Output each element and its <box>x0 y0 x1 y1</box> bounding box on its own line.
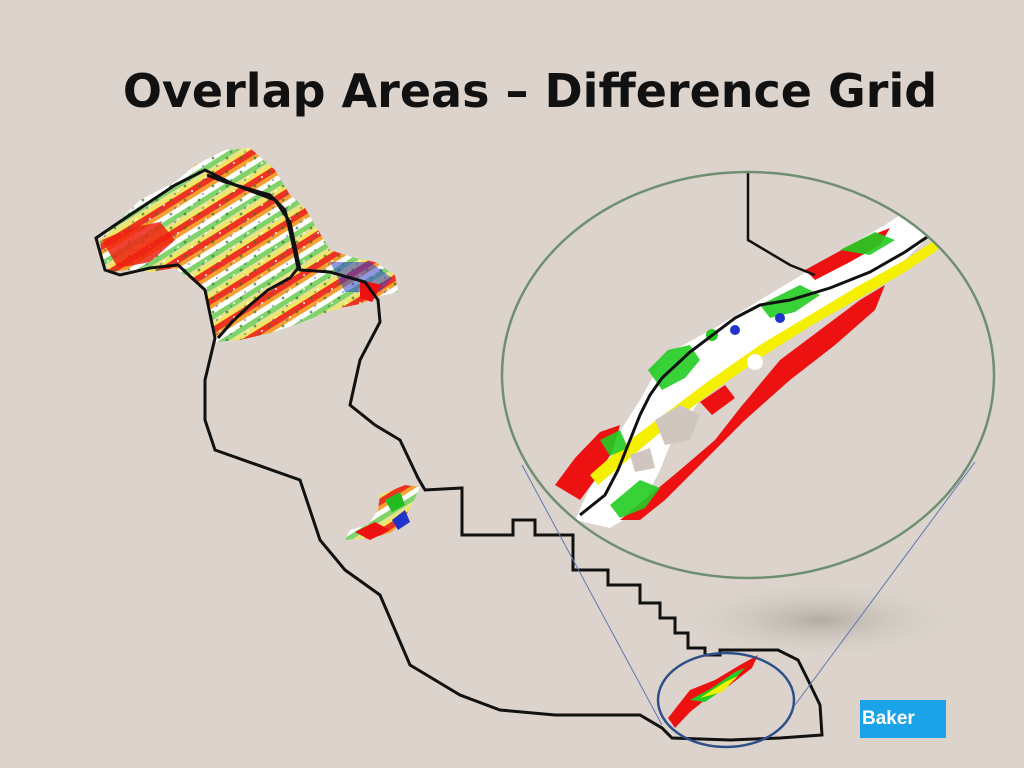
zoom-inset <box>500 170 996 580</box>
slide-title: Overlap Areas – Difference Grid <box>122 64 938 118</box>
survey-boundary <box>94 168 824 742</box>
survey-line-north <box>206 173 300 339</box>
company-logo: Baker <box>860 700 946 738</box>
overlap-area-middle <box>345 485 420 540</box>
connector-line-right <box>794 461 976 706</box>
overlap-area-north <box>100 148 398 342</box>
connector-line-left <box>521 464 663 726</box>
overlap-area-south <box>668 655 758 728</box>
zoom-shadow <box>670 580 970 660</box>
source-circle <box>656 651 796 749</box>
